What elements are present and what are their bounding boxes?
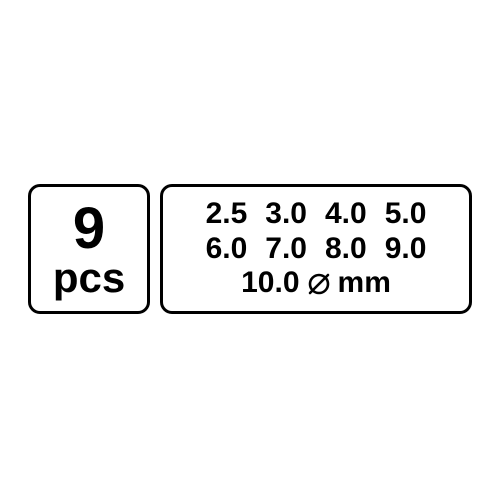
size-value: 5.0 xyxy=(385,197,427,232)
label-canvas: 9 pcs 2.5 3.0 4.0 5.0 6.0 7.0 8.0 9.0 10… xyxy=(0,0,500,500)
size-value-last: 10.0 xyxy=(241,266,299,301)
diameter-icon xyxy=(306,271,332,297)
size-value: 3.0 xyxy=(265,197,307,232)
quantity-unit: pcs xyxy=(53,258,125,298)
sizes-row-1: 2.5 3.0 4.0 5.0 xyxy=(206,197,427,232)
sizes-row-2: 6.0 7.0 8.0 9.0 xyxy=(206,232,427,267)
quantity-number: 9 xyxy=(73,201,105,256)
size-value: 6.0 xyxy=(206,232,248,267)
size-value: 7.0 xyxy=(265,232,307,267)
size-value: 8.0 xyxy=(325,232,367,267)
size-value: 9.0 xyxy=(385,232,427,267)
size-value: 4.0 xyxy=(325,197,367,232)
quantity-box: 9 pcs xyxy=(28,184,150,314)
sizes-row-3: 10.0 mm xyxy=(241,266,391,301)
size-value: 2.5 xyxy=(206,197,248,232)
sizes-box: 2.5 3.0 4.0 5.0 6.0 7.0 8.0 9.0 10.0 mm xyxy=(160,184,472,314)
size-unit: mm xyxy=(338,266,391,301)
